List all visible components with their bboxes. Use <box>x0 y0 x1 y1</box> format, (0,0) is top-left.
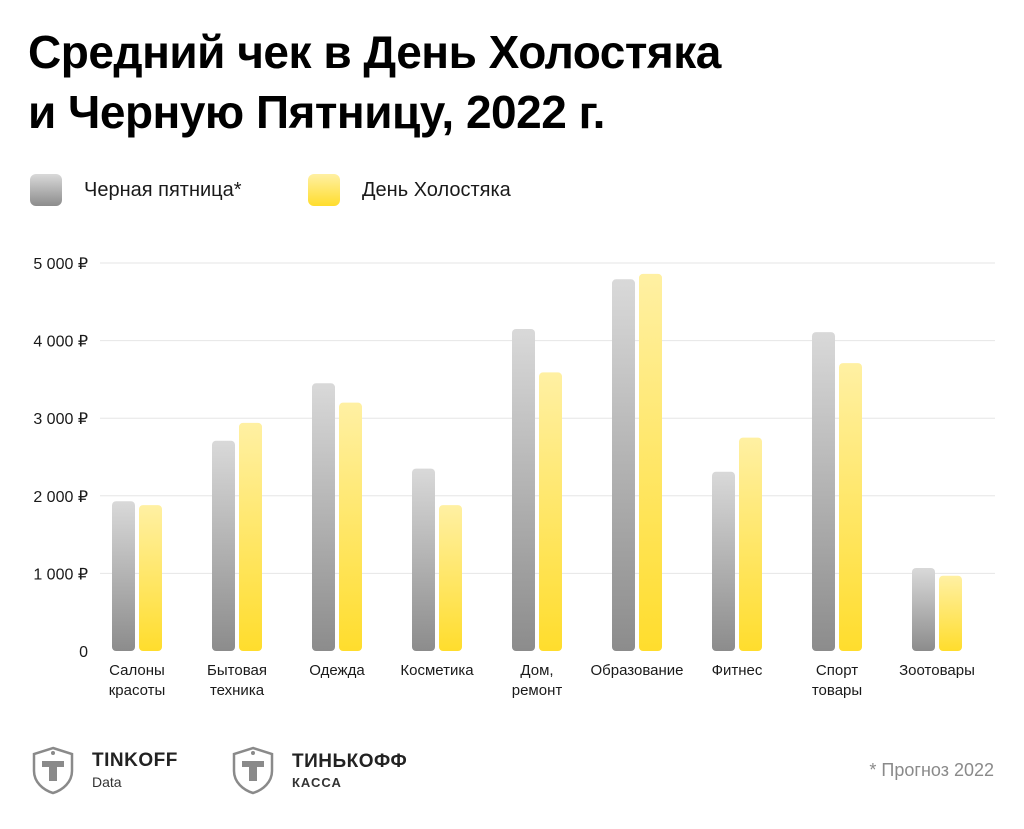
title-line-1: Средний чек в День Холостяка <box>28 26 721 78</box>
forecast-footnote: * Прогноз 2022 <box>869 760 994 780</box>
bar-singles-day <box>739 437 762 651</box>
title-line-2: и Черную Пятницу, 2022 г. <box>28 86 605 138</box>
x-tick-label: Бытовая техника <box>207 662 267 699</box>
x-tick-label-line: Спорт <box>816 662 858 679</box>
x-tick-label-line: Салоны <box>109 662 165 679</box>
x-tick-label: Образование <box>591 662 684 679</box>
x-tick-label: Косметика <box>400 662 474 679</box>
shield-emblem-icon <box>32 746 74 795</box>
x-tick-label-line: ремонт <box>512 682 563 699</box>
tinkoff-data-logo: TINKOFF Data <box>28 745 178 795</box>
x-tick-label: Дом, ремонт <box>512 662 563 699</box>
legend-label-singles-day: День Холостяка <box>362 178 511 201</box>
legend-swatch-singles-day <box>308 174 340 206</box>
bar-black-friday <box>412 468 435 651</box>
bar-black-friday <box>612 279 635 651</box>
bar-singles-day <box>239 422 262 651</box>
bars <box>112 273 962 651</box>
bar-singles-day <box>539 372 562 651</box>
legend-label-black-friday: Черная пятница* <box>84 178 242 201</box>
bar-singles-day <box>639 273 662 651</box>
logo-subtitle: КАССА <box>292 774 342 790</box>
x-tick-label-line: красоты <box>109 682 166 699</box>
y-tick-label: 0 <box>79 644 88 661</box>
bar-singles-day <box>839 363 862 651</box>
x-tick-label: Спорт товары <box>812 662 862 699</box>
logo-name: TINKOFF <box>92 750 178 771</box>
x-tick-label: Зоотовары <box>899 662 975 679</box>
bar-black-friday <box>112 501 135 651</box>
bar-black-friday <box>312 383 335 651</box>
y-tick-label: 4 000 ₽ <box>33 334 88 351</box>
x-tick-label-line: Косметика <box>400 662 474 679</box>
bar-singles-day <box>339 402 362 651</box>
x-tick-label-line: Одежда <box>309 662 365 679</box>
bar-black-friday <box>812 332 835 651</box>
x-tick-label-line: Образование <box>591 662 684 679</box>
x-tick-label-line: Бытовая <box>207 662 267 679</box>
tinkoff-kassa-logo: ТИНЬКОФФ КАССА <box>228 745 407 795</box>
legend-swatch-black-friday <box>30 174 62 206</box>
logo-name: ТИНЬКОФФ <box>292 750 408 772</box>
x-axis: Салоны красоты Бытовая техника Одежда Космети… <box>109 662 975 699</box>
y-axis: 0 1 000 ₽ 2 000 ₽ 3 000 ₽ 4 000 ₽ 5 000 ₽ <box>33 256 88 661</box>
x-tick-label: Салоны красоты <box>109 662 166 699</box>
x-tick-label-line: товары <box>812 682 862 699</box>
legend-item-black-friday: Черная пятница* <box>30 174 242 206</box>
y-tick-label: 1 000 ₽ <box>33 566 88 583</box>
logo-subtitle: Data <box>92 774 122 790</box>
bar-singles-day <box>139 505 162 651</box>
chart-title: Средний чек в День Холостяка и Черную Пя… <box>28 22 928 142</box>
bar-black-friday <box>212 440 235 651</box>
bar-black-friday <box>712 471 735 651</box>
bar-black-friday <box>912 567 935 651</box>
x-tick-label: Фитнес <box>712 662 763 679</box>
x-tick-label: Одежда <box>309 662 365 679</box>
y-tick-label: 3 000 ₽ <box>33 411 88 428</box>
y-tick-label: 2 000 ₽ <box>33 489 88 506</box>
bar-chart: 0 1 000 ₽ 2 000 ₽ 3 000 ₽ 4 000 ₽ 5 000 ₽ Сал… <box>33 256 995 699</box>
x-tick-label-line: Фитнес <box>712 662 763 679</box>
bar-singles-day <box>939 575 962 651</box>
x-tick-label-line: Дом, <box>520 662 553 679</box>
bar-singles-day <box>439 505 462 651</box>
x-tick-label-line: Зоотовары <box>899 662 975 679</box>
legend-item-singles-day: День Холостяка <box>308 174 511 206</box>
y-tick-label: 5 000 ₽ <box>33 256 88 273</box>
x-tick-label-line: техника <box>210 682 265 699</box>
bar-black-friday <box>512 328 535 651</box>
shield-emblem-icon <box>232 746 274 795</box>
